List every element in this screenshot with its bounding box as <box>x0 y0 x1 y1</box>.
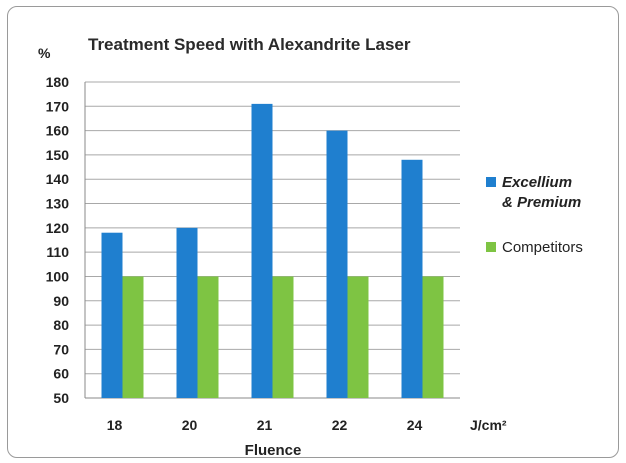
x-tick-label-20: 20 <box>182 417 198 433</box>
y-axis-label: % <box>38 45 51 61</box>
bar-competitors-21 <box>272 276 294 398</box>
bars <box>101 103 444 398</box>
legend-label-competitors: Competitors <box>502 239 583 256</box>
legend-label-excellium-0: Excellium <box>502 174 572 191</box>
x-tick-label-24: 24 <box>407 417 423 433</box>
y-tick-label-80: 80 <box>53 317 69 333</box>
legend-swatch-excellium <box>486 177 496 187</box>
y-tick-label-100: 100 <box>46 268 70 284</box>
x-tick-label-18: 18 <box>107 417 123 433</box>
bar-competitors-18 <box>122 276 144 398</box>
legend-label-excellium-1: & Premium <box>502 194 581 211</box>
y-tick-label-130: 130 <box>46 196 70 212</box>
bar-competitors-20 <box>197 276 219 398</box>
y-tick-label-110: 110 <box>46 244 69 260</box>
bar-competitors-24 <box>422 276 444 398</box>
bar-excellium-21 <box>251 103 273 398</box>
bar-competitors-22 <box>347 276 369 398</box>
x-axis-unit: J/cm² <box>470 417 507 433</box>
bar-excellium-22 <box>326 130 348 398</box>
y-tick-label-170: 170 <box>46 98 70 114</box>
bar-excellium-20 <box>176 227 198 398</box>
x-axis-ticks: 18 20 21 22 24 <box>107 417 423 433</box>
bar-excellium-24 <box>401 159 423 398</box>
x-tick-label-21: 21 <box>257 417 273 433</box>
bar-excellium-18 <box>101 232 123 398</box>
y-tick-label-150: 150 <box>46 147 70 163</box>
y-tick-label-90: 90 <box>53 293 69 309</box>
y-axis-ticks: 50 60 70 80 90 100 110 120 130 140 150 160 170 180 <box>46 74 70 406</box>
x-axis-label: Fluence <box>245 442 302 459</box>
y-tick-label-160: 160 <box>46 123 70 139</box>
x-tick-label-22: 22 <box>332 417 348 433</box>
chart-title: Treatment Speed with Alexandrite Laser <box>88 35 411 54</box>
y-tick-label-50: 50 <box>53 390 69 406</box>
legend: Excellium & Premium Competitors <box>486 174 583 256</box>
y-tick-label-120: 120 <box>46 220 70 236</box>
y-tick-label-70: 70 <box>53 341 69 357</box>
legend-swatch-competitors <box>486 242 496 252</box>
y-tick-label-60: 60 <box>53 366 69 382</box>
y-tick-label-140: 140 <box>46 171 70 187</box>
y-tick-label-180: 180 <box>46 74 70 90</box>
